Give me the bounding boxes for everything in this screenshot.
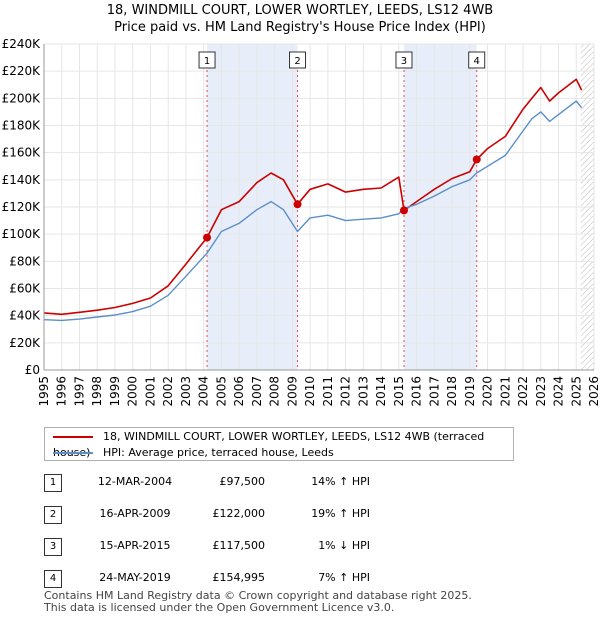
y-tick-label: £60K [9, 282, 41, 296]
x-tick-label: 1995 [37, 376, 51, 407]
x-tick-label: 1998 [90, 376, 104, 407]
sale-point [203, 233, 212, 242]
transaction-hpi: 19% ↑ HPI [311, 507, 370, 520]
x-tick-label: 2018 [445, 376, 459, 407]
table-row: 3 15-APR-2015 £117,500 1% ↓ HPI [0, 536, 600, 558]
marker-label: 4 [474, 56, 480, 67]
x-tick-label: 2004 [197, 376, 211, 407]
transaction-number: 1 [44, 474, 62, 492]
transaction-price: £117,500 [212, 539, 266, 552]
y-tick-label: £240K [2, 37, 42, 51]
y-tick-label: £100K [2, 227, 42, 241]
y-tick-label: £120K [2, 200, 42, 214]
y-tick-label: £20K [9, 336, 41, 350]
sale-point [293, 200, 302, 209]
x-tick-label: 2025 [569, 376, 583, 407]
x-tick-label: 2002 [161, 376, 175, 407]
transaction-hpi: 7% ↑ HPI [318, 571, 370, 584]
transaction-date: 15-APR-2015 [99, 539, 171, 552]
marker-box [198, 51, 216, 69]
transaction-number: 3 [44, 538, 62, 556]
x-tick-label: 2003 [179, 376, 193, 407]
footer-line-2: This data is licensed under the Open Gov… [44, 601, 395, 614]
sale-point [399, 206, 408, 215]
transaction-number: 4 [44, 570, 62, 588]
x-tick-label: 1997 [72, 376, 86, 407]
y-tick-label: £140K [2, 173, 42, 187]
marker-label: 1 [204, 56, 210, 67]
transaction-hpi: 1% ↓ HPI [318, 539, 370, 552]
x-tick-label: 2007 [250, 376, 264, 407]
x-tick-label: 1999 [108, 376, 122, 407]
marker-label: 2 [294, 56, 300, 67]
marker-label: 3 [401, 56, 407, 67]
y-tick-label: £200K [2, 91, 42, 105]
transaction-number: 2 [44, 506, 62, 524]
title-line-2: Price paid vs. HM Land Registry's House … [114, 20, 486, 35]
table-row: 1 12-MAR-2004 £97,500 14% ↑ HPI [0, 472, 600, 494]
series-line-hpi [43, 100, 583, 322]
marker-box [468, 51, 486, 69]
sale-point [472, 155, 481, 164]
x-tick-label: 2009 [285, 376, 299, 407]
x-tick-label: 2016 [410, 376, 424, 407]
legend-item-hpi: HPI: Average price, terraced house, Leed… [53, 445, 334, 461]
marker-box [289, 51, 307, 69]
marker-box [395, 51, 413, 69]
transaction-price: £122,000 [212, 507, 266, 520]
title-line-1: 18, WINDMILL COURT, LOWER WORTLEY, LEEDS… [106, 3, 494, 18]
x-tick-label: 2000 [126, 376, 140, 407]
table-row: 2 16-APR-2009 £122,000 19% ↑ HPI [0, 504, 600, 526]
x-tick-label: 2013 [356, 376, 370, 407]
legend-item-property: 18, WINDMILL COURT, LOWER WORTLEY, LEEDS… [53, 429, 513, 459]
x-tick-label: 2012 [339, 376, 353, 407]
x-tick-label: 2001 [143, 376, 157, 407]
x-tick-label: 2026 [587, 376, 600, 407]
transaction-date: 24-MAY-2019 [99, 571, 171, 584]
footer: Contains HM Land Registry data © Crown c… [44, 590, 472, 614]
x-tick-label: 2011 [321, 376, 335, 407]
x-tick-label: 2017 [427, 376, 441, 407]
x-tick-label: 2015 [392, 376, 406, 407]
legend-swatch-hpi [53, 452, 93, 454]
x-tick-label: 2008 [268, 376, 282, 407]
chart-title: 18, WINDMILL COURT, LOWER WORTLEY, LEEDS… [0, 2, 600, 36]
x-tick-label: 2010 [303, 376, 317, 407]
transaction-hpi: 14% ↑ HPI [311, 475, 370, 488]
chart: £0 £20K £40K £60K £80K £100K £120K £140K £160K £1… [2, 37, 600, 407]
y-tick-label: £180K [2, 119, 42, 133]
legend: 18, WINDMILL COURT, LOWER WORTLEY, LEEDS… [44, 427, 514, 461]
transaction-price: £154,995 [212, 571, 266, 584]
y-tick-label: £0 [25, 363, 40, 377]
x-tick-label: 2024 [552, 376, 566, 407]
y-tick-label: £220K [2, 64, 42, 78]
legend-label-hpi: HPI: Average price, terraced house, Leed… [103, 446, 334, 459]
transaction-date: 16-APR-2009 [99, 507, 171, 520]
x-tick-label: 2019 [463, 376, 477, 407]
x-tick-label: 2005 [214, 376, 228, 407]
x-tick-label: 2020 [481, 376, 495, 407]
table-row: 4 24-MAY-2019 £154,995 7% ↑ HPI [0, 568, 600, 590]
x-tick-label: 2014 [374, 376, 388, 407]
x-tick-label: 2021 [498, 376, 512, 407]
x-tick-label: 2006 [232, 376, 246, 407]
legend-swatch-property [53, 436, 93, 438]
transaction-price: £97,500 [219, 475, 266, 488]
x-tick-label: 1996 [55, 376, 69, 407]
y-tick-label: £80K [9, 254, 41, 268]
y-tick-label: £160K [2, 146, 42, 160]
y-tick-label: £40K [9, 309, 41, 323]
footer-line-1: Contains HM Land Registry data © Crown c… [44, 589, 472, 602]
x-tick-label: 2023 [534, 376, 548, 407]
series-line-property [43, 78, 583, 316]
transaction-date: 12-MAR-2004 [97, 475, 173, 488]
x-tick-label: 2022 [516, 376, 530, 407]
